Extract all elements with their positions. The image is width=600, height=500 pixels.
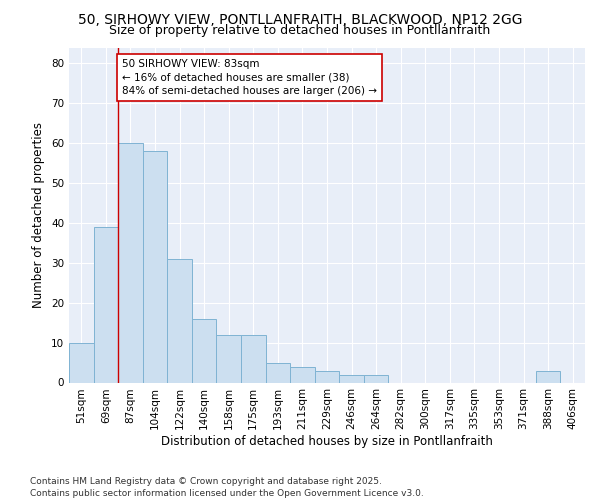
Text: 50, SIRHOWY VIEW, PONTLLANFRAITH, BLACKWOOD, NP12 2GG: 50, SIRHOWY VIEW, PONTLLANFRAITH, BLACKW… xyxy=(78,12,522,26)
Bar xyxy=(217,334,241,382)
Bar xyxy=(241,334,266,382)
Bar xyxy=(290,366,315,382)
Bar xyxy=(167,259,192,382)
X-axis label: Distribution of detached houses by size in Pontllanfraith: Distribution of detached houses by size … xyxy=(161,435,493,448)
Bar xyxy=(143,151,167,382)
Bar xyxy=(192,318,217,382)
Text: Size of property relative to detached houses in Pontllanfraith: Size of property relative to detached ho… xyxy=(109,24,491,37)
Bar xyxy=(315,370,339,382)
Bar xyxy=(364,374,388,382)
Bar xyxy=(536,370,560,382)
Bar xyxy=(339,374,364,382)
Text: 50 SIRHOWY VIEW: 83sqm
← 16% of detached houses are smaller (38)
84% of semi-det: 50 SIRHOWY VIEW: 83sqm ← 16% of detached… xyxy=(122,60,377,96)
Y-axis label: Number of detached properties: Number of detached properties xyxy=(32,122,46,308)
Text: Contains HM Land Registry data © Crown copyright and database right 2025.
Contai: Contains HM Land Registry data © Crown c… xyxy=(30,476,424,498)
Bar xyxy=(94,227,118,382)
Bar xyxy=(69,342,94,382)
Bar xyxy=(266,362,290,382)
Bar xyxy=(118,143,143,382)
